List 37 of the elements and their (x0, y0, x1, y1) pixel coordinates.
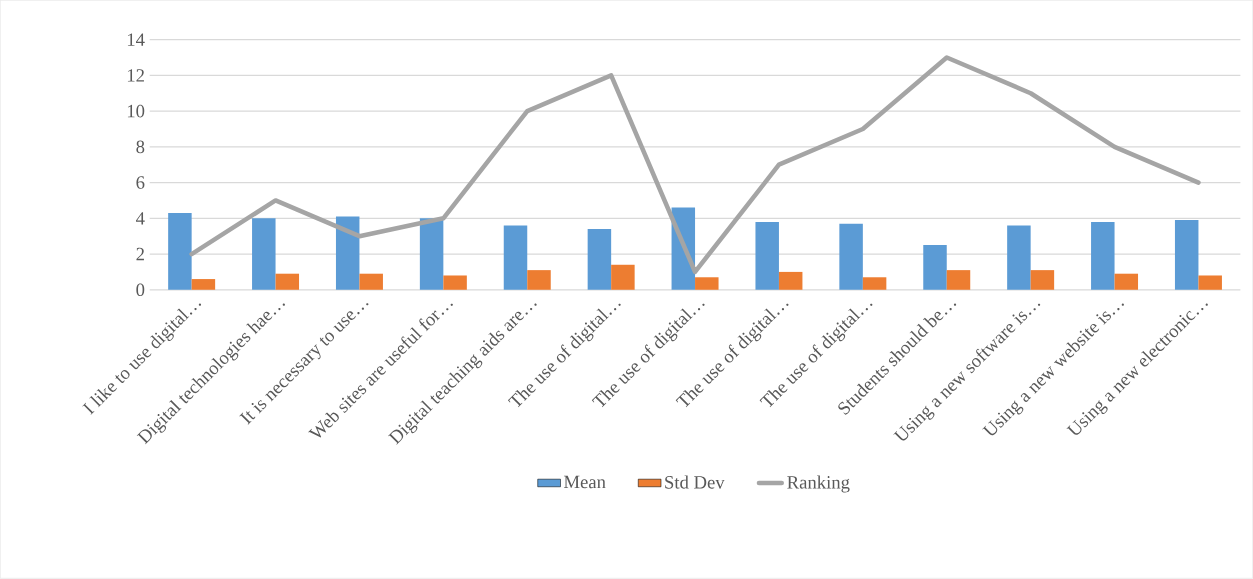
bar (168, 213, 192, 290)
bar (275, 273, 300, 290)
bar (862, 277, 887, 290)
y-tick-label: 10 (127, 105, 145, 118)
bar (755, 222, 779, 290)
bar (839, 223, 863, 290)
legend-label: Std Dev (665, 475, 725, 489)
y-tick-label: 8 (136, 140, 145, 154)
y-tick-label: 4 (136, 212, 145, 225)
bar (359, 273, 383, 290)
legend-label: Mean (563, 476, 606, 489)
bar (1007, 225, 1031, 290)
bar (923, 245, 947, 290)
bar (695, 277, 719, 290)
y-tick-label: 14 (127, 33, 145, 47)
bar (946, 270, 971, 290)
y-tick-label: 0 (136, 283, 145, 297)
bar (587, 229, 612, 290)
bar (443, 275, 467, 290)
bar (1114, 273, 1139, 290)
bar (778, 272, 803, 290)
bar (1091, 222, 1115, 290)
bar (527, 270, 551, 290)
y-tick-label: 6 (136, 176, 145, 190)
line-series (189, 55, 1201, 275)
bar (252, 218, 276, 290)
bar (611, 264, 635, 290)
bar (1198, 275, 1222, 290)
y-tick-label: 12 (127, 69, 144, 82)
y-tick-label: 2 (136, 248, 144, 261)
bar (503, 225, 528, 290)
bar (335, 216, 360, 290)
legend-label: Ranking (787, 475, 850, 493)
bar (1030, 270, 1055, 290)
bar (419, 218, 444, 290)
bar (191, 279, 216, 290)
bar (1174, 220, 1199, 290)
